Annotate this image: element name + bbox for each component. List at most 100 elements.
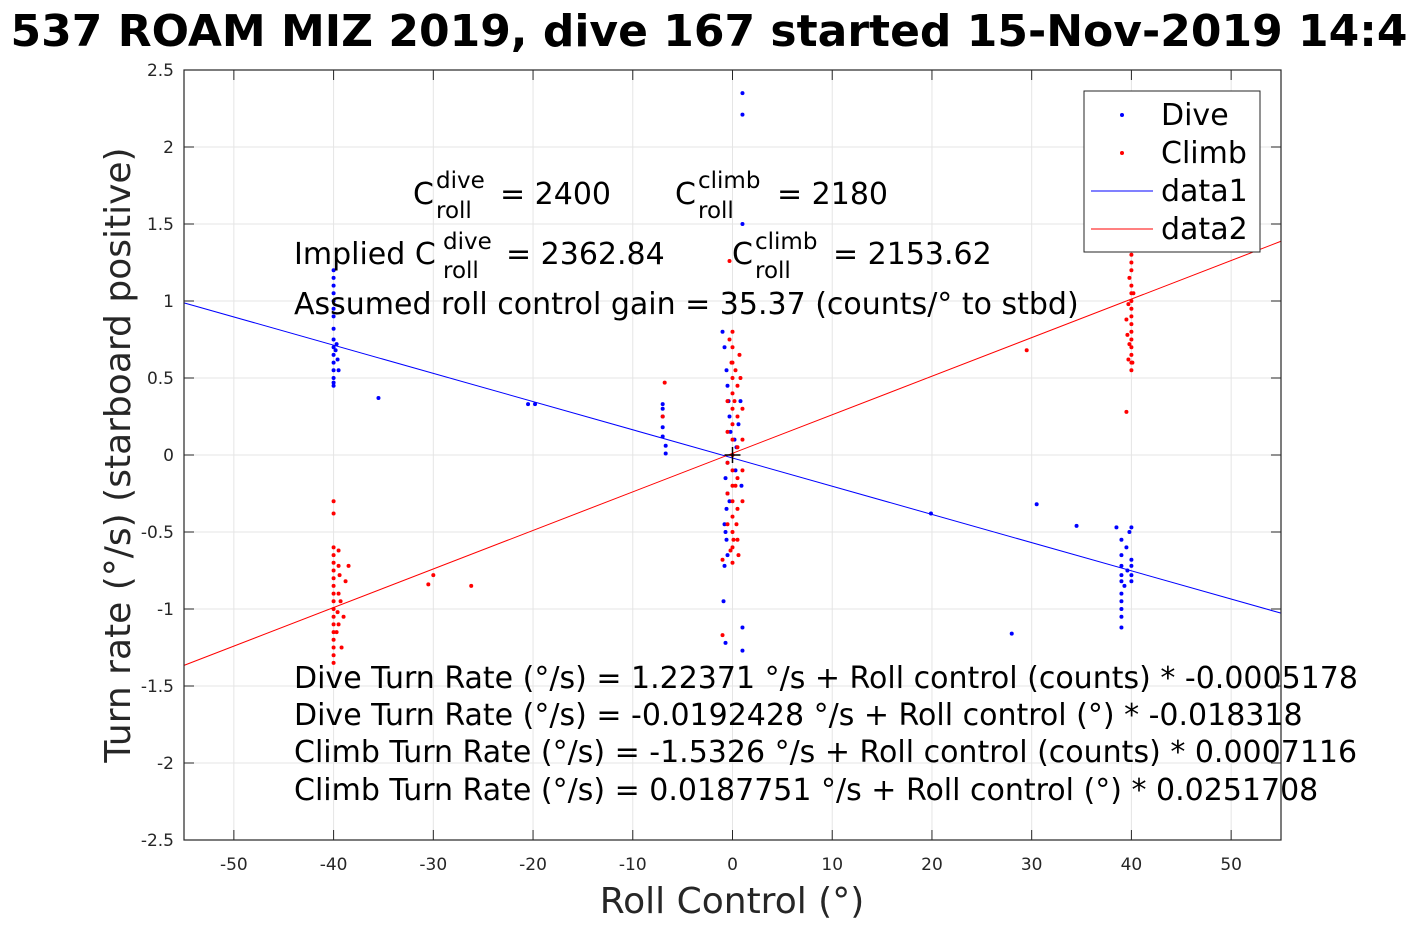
implied-climb-sub: roll — [755, 258, 791, 284]
climb-point — [734, 522, 739, 527]
dive-point — [331, 268, 336, 273]
legend-box — [1083, 90, 1261, 253]
climb-point — [1127, 342, 1132, 347]
climb-point — [735, 383, 740, 388]
climb-point — [740, 499, 745, 504]
climb-point — [331, 553, 336, 558]
climb-point — [336, 548, 341, 553]
climb-point — [338, 599, 343, 604]
c-roll-climb-sup: climb — [698, 168, 760, 194]
climb-point — [331, 653, 336, 658]
climb-point — [735, 445, 740, 450]
climb-point — [331, 599, 336, 604]
dive-point — [725, 383, 730, 388]
dive-point — [333, 348, 338, 353]
climb-point — [336, 591, 341, 596]
climb-point — [725, 460, 730, 465]
dive-point — [1119, 625, 1124, 630]
climb-point — [727, 258, 732, 263]
dive-point — [1127, 530, 1132, 534]
climb-point — [730, 376, 735, 380]
dive-point — [728, 429, 733, 434]
climb-point — [339, 645, 344, 650]
dive-point — [725, 553, 730, 558]
legend[interactable]: Dive Climb data1 data2 — [1083, 90, 1261, 253]
c-roll-climb-sub: roll — [698, 198, 734, 224]
climb-point — [720, 633, 725, 638]
dive-point — [331, 337, 336, 342]
legend-dive-marker — [1120, 113, 1124, 117]
climb-point — [1126, 302, 1131, 307]
dive-point — [1114, 525, 1119, 530]
climb-point — [331, 645, 336, 650]
dive-point — [526, 402, 531, 407]
dive-point — [720, 329, 725, 334]
dive-point — [331, 306, 336, 311]
climb-point — [1129, 329, 1134, 334]
climb-point — [735, 414, 740, 419]
dive-point — [1119, 563, 1124, 568]
climb-point — [730, 560, 735, 565]
climb-point — [343, 579, 348, 584]
dive-point — [334, 342, 339, 347]
climb-point — [1129, 352, 1134, 357]
dive-point — [740, 112, 745, 117]
dive-point — [722, 345, 727, 350]
dive-point — [1119, 607, 1124, 611]
implied-dive-value: = 2362.84 — [506, 237, 665, 272]
y-tick-label: 1.5 — [147, 215, 174, 235]
dive-point — [724, 368, 729, 373]
x-tick-label: 50 — [1220, 855, 1242, 875]
y-tick-label: -1.5 — [141, 677, 174, 697]
x-tick-label: -40 — [320, 855, 348, 875]
dive-point — [336, 368, 341, 373]
ticks: -50 -40 -30 -20 -10 0 10 20 30 40 50-2.5-2-1.5-1-0… — [141, 61, 1281, 875]
dive-point — [331, 368, 336, 373]
x-tick-label: 40 — [1121, 855, 1143, 875]
dive-point — [335, 357, 340, 362]
implied-dive-sub: roll — [443, 258, 479, 284]
y-tick-label: 0.5 — [147, 369, 174, 389]
climb-point — [730, 514, 735, 519]
dive-point — [1129, 573, 1134, 578]
implied-dive-sup: dive — [443, 229, 492, 255]
dive-point — [331, 376, 336, 380]
dive-point — [1119, 573, 1124, 578]
y-tick-label: 2 — [163, 138, 174, 158]
dive-point — [331, 380, 336, 385]
dive-point — [723, 476, 728, 481]
x-tick-label: 10 — [821, 855, 843, 875]
x-tick-label: -50 — [220, 855, 248, 875]
climb-point — [1130, 360, 1135, 365]
climb-point — [733, 483, 738, 488]
climb-point — [1129, 268, 1134, 273]
dive-point — [1119, 591, 1124, 596]
climb-point — [735, 537, 740, 542]
x-tick-label: 30 — [1021, 855, 1043, 875]
climb-point — [331, 499, 336, 504]
climb-point — [331, 607, 336, 611]
climb-point — [1129, 252, 1134, 257]
dive-point — [1129, 525, 1134, 530]
dive-point — [727, 414, 732, 419]
climb-point — [735, 476, 740, 481]
dive-point — [738, 399, 743, 404]
dive-point — [331, 326, 336, 331]
dive-point — [1034, 502, 1039, 507]
climb-point — [341, 614, 346, 619]
climb-point — [740, 406, 745, 411]
implied-climb-value: = 2153.62 — [833, 237, 992, 272]
climb-point — [331, 660, 336, 665]
dive-point — [723, 530, 728, 534]
climb-point — [426, 582, 431, 587]
dive-point — [1119, 553, 1124, 558]
climb-point — [1129, 337, 1134, 342]
x-axis-label: Roll Control (°) — [600, 881, 865, 922]
dive-point — [1129, 557, 1134, 562]
climb-point — [730, 422, 735, 427]
legend-climb-marker — [1120, 151, 1124, 155]
climb-point — [730, 483, 735, 488]
chart-title: 537 ROAM MIZ 2019, dive 167 started 15-N… — [11, 6, 1408, 57]
c-roll-climb-value: = 2180 — [777, 177, 888, 212]
